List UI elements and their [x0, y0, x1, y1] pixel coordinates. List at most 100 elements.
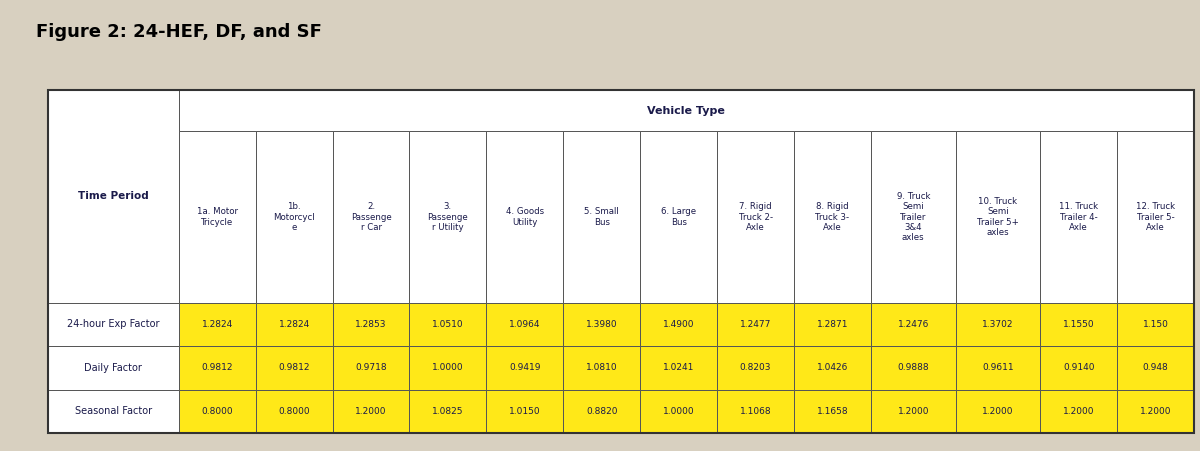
Text: 1.0510: 1.0510 [432, 320, 463, 329]
Text: 1.2871: 1.2871 [817, 320, 848, 329]
Bar [409, 131, 486, 303]
Text: Seasonal Factor: Seasonal Factor [74, 406, 152, 416]
Bar [1040, 346, 1117, 390]
Text: 1.0241: 1.0241 [662, 364, 695, 373]
Text: 0.8000: 0.8000 [278, 407, 310, 416]
Text: 1.2824: 1.2824 [202, 320, 233, 329]
Text: 11. Truck
Trailer 4-
Axle: 11. Truck Trailer 4- Axle [1060, 202, 1098, 232]
Bar [718, 346, 794, 390]
Bar [718, 303, 794, 346]
Bar [179, 90, 1194, 131]
Text: 0.9812: 0.9812 [202, 364, 233, 373]
Text: 5. Small
Bus: 5. Small Bus [584, 207, 619, 227]
Text: 6. Large
Bus: 6. Large Bus [661, 207, 696, 227]
Bar [256, 131, 332, 303]
Bar [486, 390, 563, 433]
Text: Time Period: Time Period [78, 192, 149, 202]
Bar [332, 390, 409, 433]
Bar [794, 346, 871, 390]
Text: 1a. Motor
Tricycle: 1a. Motor Tricycle [197, 207, 238, 227]
Text: 0.8000: 0.8000 [202, 407, 233, 416]
Text: 0.8820: 0.8820 [586, 407, 618, 416]
Bar [256, 303, 332, 346]
Text: 1.2824: 1.2824 [278, 320, 310, 329]
Bar [48, 346, 179, 390]
Text: 1.150: 1.150 [1142, 320, 1169, 329]
Bar [256, 346, 332, 390]
Text: 1.0825: 1.0825 [432, 407, 463, 416]
Bar [563, 390, 641, 433]
Text: 0.9419: 0.9419 [509, 364, 541, 373]
Bar [871, 390, 955, 433]
Text: 1.2477: 1.2477 [740, 320, 772, 329]
Bar [1040, 303, 1117, 346]
Text: 0.9611: 0.9611 [982, 364, 1014, 373]
Bar [794, 131, 871, 303]
Bar [563, 303, 641, 346]
Bar [179, 131, 256, 303]
Bar [955, 390, 1040, 433]
Bar [48, 390, 179, 433]
Text: 0.9718: 0.9718 [355, 364, 386, 373]
Text: 1.2000: 1.2000 [1140, 407, 1171, 416]
Text: 1.2000: 1.2000 [982, 407, 1014, 416]
Text: 1.2476: 1.2476 [898, 320, 929, 329]
Text: 1.0964: 1.0964 [509, 320, 541, 329]
Text: 1.1550: 1.1550 [1063, 320, 1094, 329]
Bar [1117, 131, 1194, 303]
Bar [48, 303, 179, 346]
Text: 1.0810: 1.0810 [586, 364, 618, 373]
Text: Daily Factor: Daily Factor [84, 363, 143, 373]
Text: 0.9140: 0.9140 [1063, 364, 1094, 373]
Text: 0.9812: 0.9812 [278, 364, 310, 373]
Bar [179, 346, 256, 390]
Bar [871, 346, 955, 390]
Bar [179, 390, 256, 433]
Bar [563, 346, 641, 390]
Text: 1.3702: 1.3702 [982, 320, 1014, 329]
Text: 9. Truck
Semi
Trailer
3&4
axles: 9. Truck Semi Trailer 3&4 axles [896, 192, 930, 242]
Bar [332, 131, 409, 303]
Text: 0.948: 0.948 [1142, 364, 1169, 373]
Bar [718, 131, 794, 303]
Bar [955, 346, 1040, 390]
Text: 1.2000: 1.2000 [898, 407, 929, 416]
Text: 1.4900: 1.4900 [662, 320, 695, 329]
Text: 24-hour Exp Factor: 24-hour Exp Factor [67, 319, 160, 329]
Bar [48, 90, 1194, 433]
Bar [256, 390, 332, 433]
Text: 1.2000: 1.2000 [355, 407, 386, 416]
Bar [794, 390, 871, 433]
Bar [409, 390, 486, 433]
Text: 10. Truck
Semi
Trailer 5+
axles: 10. Truck Semi Trailer 5+ axles [977, 197, 1019, 237]
Bar [179, 303, 256, 346]
Text: 1.0150: 1.0150 [509, 407, 541, 416]
Bar [409, 346, 486, 390]
Text: 1b.
Motorcycl
e: 1b. Motorcycl e [274, 202, 314, 232]
Text: 7. Rigid
Truck 2-
Axle: 7. Rigid Truck 2- Axle [738, 202, 773, 232]
Bar [1040, 390, 1117, 433]
Text: 1.0000: 1.0000 [662, 407, 695, 416]
Bar [332, 303, 409, 346]
Text: 0.9888: 0.9888 [898, 364, 929, 373]
Text: 1.0426: 1.0426 [817, 364, 848, 373]
Bar [332, 346, 409, 390]
Text: Figure 2: 24-HEF, DF, and SF: Figure 2: 24-HEF, DF, and SF [36, 23, 322, 41]
Bar [718, 390, 794, 433]
Bar [1117, 303, 1194, 346]
Text: 1.1658: 1.1658 [817, 407, 848, 416]
Bar [871, 131, 955, 303]
Text: 0.8203: 0.8203 [740, 364, 772, 373]
Text: 1.0000: 1.0000 [432, 364, 463, 373]
Bar [955, 303, 1040, 346]
Text: 1.2000: 1.2000 [1063, 407, 1094, 416]
Text: 3.
Passenge
r Utility: 3. Passenge r Utility [427, 202, 468, 232]
Text: 1.3980: 1.3980 [586, 320, 618, 329]
Bar [48, 90, 179, 303]
Text: 1.1068: 1.1068 [739, 407, 772, 416]
Bar [486, 131, 563, 303]
Bar [1117, 390, 1194, 433]
Bar [794, 303, 871, 346]
Text: 4. Goods
Utility: 4. Goods Utility [505, 207, 544, 227]
Bar [641, 303, 718, 346]
